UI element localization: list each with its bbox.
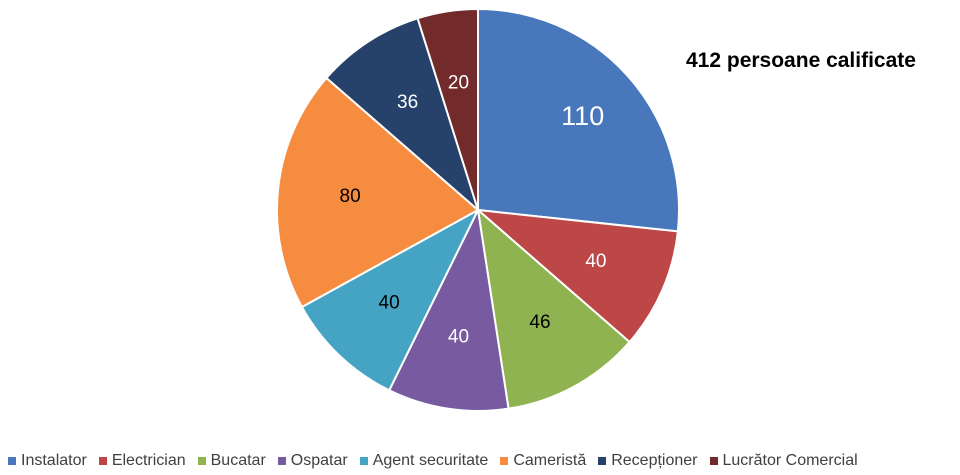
data-label-8: 20 (448, 72, 469, 93)
legend-label: Cameristă (513, 452, 587, 469)
pie-slice-1 (477, 8, 680, 233)
legend-label: Recepționer (611, 452, 698, 469)
data-label-3: 46 (529, 312, 550, 333)
pie-slice-5 (300, 209, 479, 392)
legend-swatch (500, 457, 509, 465)
legend-swatch (197, 457, 206, 465)
pie-slice-6 (276, 76, 479, 308)
legend-label: Ospatar (290, 452, 348, 469)
data-label-4: 40 (448, 327, 469, 348)
chart-legend: Instalator Electrician Bucatar Ospatar Agent… (8, 450, 960, 472)
legend-swatch (98, 457, 107, 465)
legend-item-3: Bucatar (197, 452, 266, 470)
data-label-6: 80 (340, 186, 361, 207)
legend-item-2: Electrician (98, 452, 186, 470)
legend-swatch (277, 457, 286, 465)
legend-swatch (8, 457, 16, 465)
legend-item-8: Lucrător Comercial (709, 452, 858, 470)
legend-label: Instalator (21, 452, 87, 469)
legend-swatch (709, 457, 718, 465)
pie-slices (276, 8, 680, 412)
pie-slice-8 (416, 8, 479, 211)
data-label-7: 36 (397, 92, 418, 113)
chart-title: 412 persoane calificate (686, 49, 916, 72)
pie-slice-3 (477, 209, 631, 410)
legend-item-4: Ospatar (277, 452, 348, 470)
legend-swatch (598, 457, 607, 465)
legend-item-7: Recepționer (598, 452, 698, 470)
legend-item-5: Agent securitate (359, 452, 489, 470)
pie-data-labels: 110 40 46 40 40 80 36 20 (340, 72, 607, 347)
legend-item-6: Cameristă (500, 452, 586, 470)
data-label-1: 110 (561, 101, 604, 131)
pie-slice-2 (477, 209, 679, 344)
legend-label: Bucatar (210, 452, 266, 469)
data-label-2: 40 (585, 251, 606, 272)
legend-item-1: Instalator (8, 452, 87, 470)
legend-swatch (359, 457, 368, 465)
pie-slice-7 (325, 17, 479, 211)
legend-label: Electrician (111, 452, 186, 469)
pie-slice-4 (388, 209, 510, 412)
legend-label: Agent securitate (372, 452, 489, 469)
data-label-5: 40 (379, 293, 400, 314)
legend-label: Lucrător Comercial (722, 452, 858, 469)
